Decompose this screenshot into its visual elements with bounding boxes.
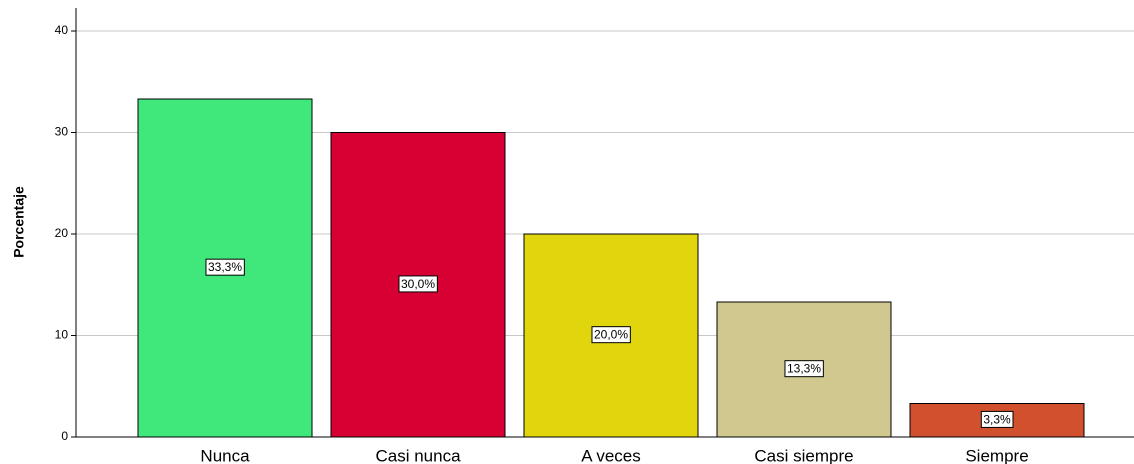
value-label-box [591,326,631,344]
y-axis-label: Porcentaje [11,186,27,258]
y-tick-label: 30 [55,125,69,139]
x-tick-label: Casi nunca [375,446,461,464]
value-label: 20,0% [594,328,628,342]
y-tick-label: 40 [55,23,69,37]
value-label-box [398,275,438,293]
value-label: 33,3% [208,260,242,274]
value-label-box [784,360,824,378]
x-tick-label: Nunca [200,446,250,464]
x-tick-label: A veces [581,446,641,464]
y-tick-label: 20 [55,226,69,240]
y-tick-label: 10 [55,328,69,342]
value-label: 3,3% [983,412,1011,426]
value-label: 30,0% [401,277,435,291]
value-label-box [980,410,1014,428]
x-tick-label: Casi siempre [754,446,853,464]
value-label-box [205,258,245,276]
y-tick-label: 0 [61,429,68,443]
x-tick-label: Siempre [965,446,1028,464]
value-label: 13,3% [787,362,821,376]
